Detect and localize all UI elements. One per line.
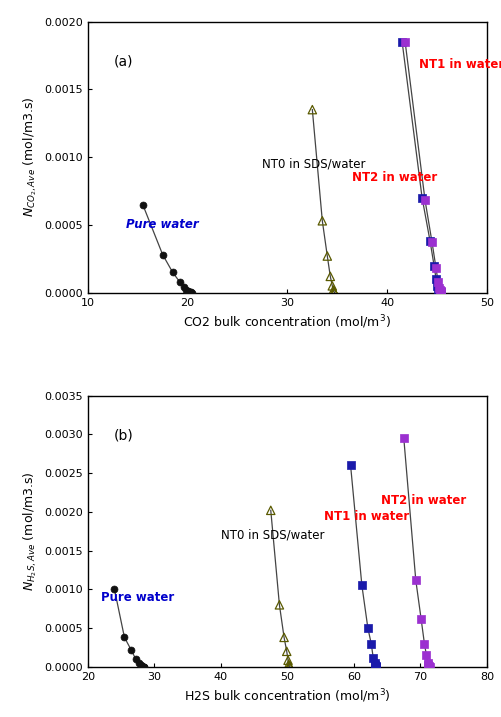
Point [183,285,191,297]
Point [328,280,336,292]
Point [416,613,424,625]
Point [399,432,407,444]
Point [436,287,444,298]
Point [285,660,293,671]
Point [425,235,433,247]
Point [434,285,442,297]
Point [436,287,444,298]
Point [368,652,376,663]
Point [135,657,143,669]
Point [432,280,440,292]
Point [127,644,135,655]
Point [372,661,380,673]
Point [423,657,431,668]
Text: NT1 in water: NT1 in water [418,57,501,70]
Point [434,287,442,298]
Point [168,267,176,278]
Text: NT1 in water: NT1 in water [323,510,408,523]
Point [330,287,338,298]
Point [308,104,316,115]
Point [429,260,437,271]
Point [329,285,337,297]
Point [433,276,441,288]
Point [131,653,139,665]
Text: NT2 in water: NT2 in water [380,494,465,507]
Point [436,285,444,297]
Point [436,286,444,298]
Point [357,580,365,592]
Point [323,250,331,262]
Point [181,284,189,295]
Point [284,658,292,670]
Y-axis label: $N_{CO_2,Ave}$ (mol/m3.s): $N_{CO_2,Ave}$ (mol/m3.s) [21,97,39,217]
Point [366,638,374,650]
Point [179,282,187,293]
Point [424,660,432,672]
Point [137,660,145,671]
Point [139,661,147,673]
Point [400,36,408,47]
Point [184,286,192,298]
Point [397,36,405,47]
Point [285,660,293,672]
Point [284,655,292,666]
Point [411,574,419,586]
Point [158,249,166,260]
Point [431,273,439,285]
X-axis label: H2S bulk concentration (mol/m$^3$): H2S bulk concentration (mol/m$^3$) [184,687,390,705]
Point [186,287,194,298]
Point [346,460,354,471]
Point [427,237,435,248]
Text: Pure water: Pure water [126,218,198,232]
Point [433,283,441,295]
Point [275,599,283,611]
Point [285,661,293,673]
Point [280,632,288,643]
Point [138,660,146,672]
Point [185,286,193,298]
Point [370,660,378,671]
Point [175,276,183,288]
Point [421,650,429,661]
Text: NT0 in SDS/water: NT0 in SDS/water [262,158,365,171]
Point [434,286,442,298]
Text: (a): (a) [114,54,133,68]
Point [425,661,433,673]
Point [140,661,148,673]
Text: NT0 in SDS/water: NT0 in SDS/water [220,529,324,542]
Point [318,215,326,227]
Y-axis label: $N_{H_2S,Ave}$ (mol/m3.s): $N_{H_2S,Ave}$ (mol/m3.s) [21,471,39,591]
Point [286,661,294,673]
Point [420,195,428,206]
Point [371,660,379,672]
Text: Pure water: Pure water [101,591,174,604]
Text: (b): (b) [114,428,133,442]
Point [417,192,425,204]
Point [434,287,442,298]
Point [282,645,290,657]
Point [330,287,338,298]
Point [187,287,195,298]
Point [326,270,334,282]
Point [138,199,146,210]
Point [329,284,337,295]
Point [434,282,442,294]
Point [423,660,431,671]
Point [419,638,427,650]
Point [424,661,432,673]
Point [110,584,118,595]
Point [266,505,274,516]
Point [431,262,439,274]
X-axis label: CO2 bulk concentration (mol/m$^3$): CO2 bulk concentration (mol/m$^3$) [183,313,391,331]
Point [435,285,443,296]
Point [371,661,379,673]
Point [363,622,371,634]
Point [120,632,128,643]
Point [330,286,338,298]
Text: NT2 in water: NT2 in water [352,171,437,184]
Point [140,661,148,673]
Point [370,657,378,669]
Point [187,287,195,298]
